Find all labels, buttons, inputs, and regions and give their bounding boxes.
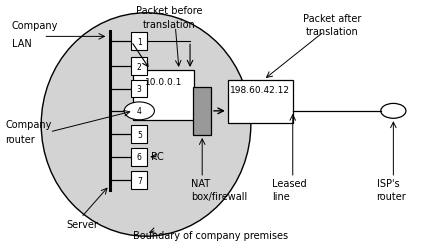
Circle shape: [124, 102, 154, 120]
Text: ISP's: ISP's: [376, 178, 399, 188]
Text: Leased: Leased: [272, 178, 306, 188]
Bar: [131, 33, 147, 51]
Text: 7: 7: [137, 176, 142, 185]
Text: 5: 5: [137, 130, 142, 139]
Text: 1: 1: [137, 38, 142, 47]
Bar: [133, 70, 194, 120]
Text: Company: Company: [5, 120, 52, 130]
Text: router: router: [376, 192, 406, 202]
Bar: [131, 148, 147, 166]
Text: 198.60.42.12: 198.60.42.12: [230, 86, 290, 95]
Text: Company: Company: [12, 21, 58, 31]
Text: 6: 6: [137, 153, 142, 162]
Bar: [228, 80, 293, 124]
Text: Boundary of company premises: Boundary of company premises: [133, 230, 289, 240]
Ellipse shape: [41, 14, 251, 236]
Text: 4: 4: [137, 107, 142, 116]
Text: LAN: LAN: [12, 38, 32, 48]
Text: translation: translation: [143, 20, 195, 30]
Text: NAT: NAT: [191, 178, 211, 188]
Text: translation: translation: [306, 27, 359, 37]
Text: PC: PC: [151, 151, 164, 161]
Bar: [131, 58, 147, 76]
Text: 10.0.0.1: 10.0.0.1: [145, 77, 183, 86]
Text: 2: 2: [137, 62, 142, 72]
Text: Server: Server: [66, 219, 98, 229]
Bar: [131, 172, 147, 190]
Bar: [193, 87, 211, 136]
Text: Packet before: Packet before: [136, 6, 202, 16]
Text: Packet after: Packet after: [303, 14, 362, 24]
Text: router: router: [5, 135, 35, 145]
Text: box/firewall: box/firewall: [191, 192, 248, 202]
Circle shape: [381, 104, 406, 119]
Bar: [131, 80, 147, 98]
Text: line: line: [272, 192, 289, 202]
Bar: [131, 126, 147, 144]
Text: 3: 3: [137, 85, 142, 94]
